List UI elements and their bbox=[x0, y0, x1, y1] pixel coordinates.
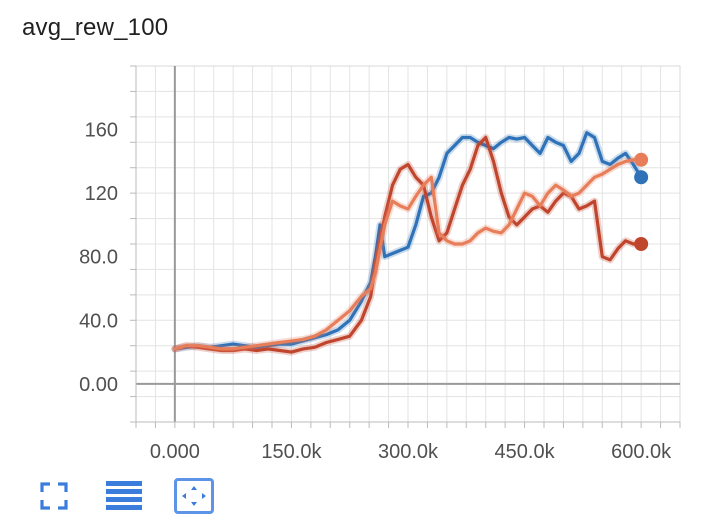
y-tick-label: 160 bbox=[85, 120, 118, 142]
series-layer bbox=[171, 129, 649, 356]
x-tick-label: 0.000 bbox=[150, 441, 200, 463]
y-tick-label: 40.0 bbox=[79, 310, 118, 332]
y-tick-label: 0.00 bbox=[79, 374, 118, 396]
fullscreen-icon bbox=[40, 482, 68, 510]
x-tick-label: 450.0k bbox=[495, 441, 556, 463]
series-endpoint-1 bbox=[634, 170, 649, 185]
x-tick-label: 150.0k bbox=[261, 441, 322, 463]
data-table-button[interactable] bbox=[104, 476, 144, 516]
series-line-2 bbox=[173, 135, 643, 354]
series-endpoint-2 bbox=[634, 237, 649, 251]
fit-domain-button[interactable] bbox=[174, 478, 214, 514]
chart-title: avg_rew_100 bbox=[22, 14, 169, 41]
x-tick-label: 300.0k bbox=[378, 441, 439, 463]
tick-labels: 0.000 150.0k 300.0k 450.0k 600.0k 0.00 40.0 80.… bbox=[79, 120, 672, 463]
chart-toolbar bbox=[34, 476, 214, 516]
x-tick-label: 600.0k bbox=[611, 441, 672, 463]
data-table-icon bbox=[106, 481, 142, 510]
chart-axes bbox=[130, 65, 681, 428]
y-tick-label: 80.0 bbox=[79, 247, 118, 269]
y-tick-label: 120 bbox=[85, 183, 118, 205]
fit-domain-icon bbox=[182, 486, 206, 506]
fullscreen-button[interactable] bbox=[34, 476, 74, 516]
series-line-3 bbox=[173, 158, 643, 351]
line-chart: 0.000 150.0k 300.0k 450.0k 600.0k 0.00 40.0 80.… bbox=[79, 65, 681, 463]
series-endpoint-3 bbox=[634, 152, 649, 167]
